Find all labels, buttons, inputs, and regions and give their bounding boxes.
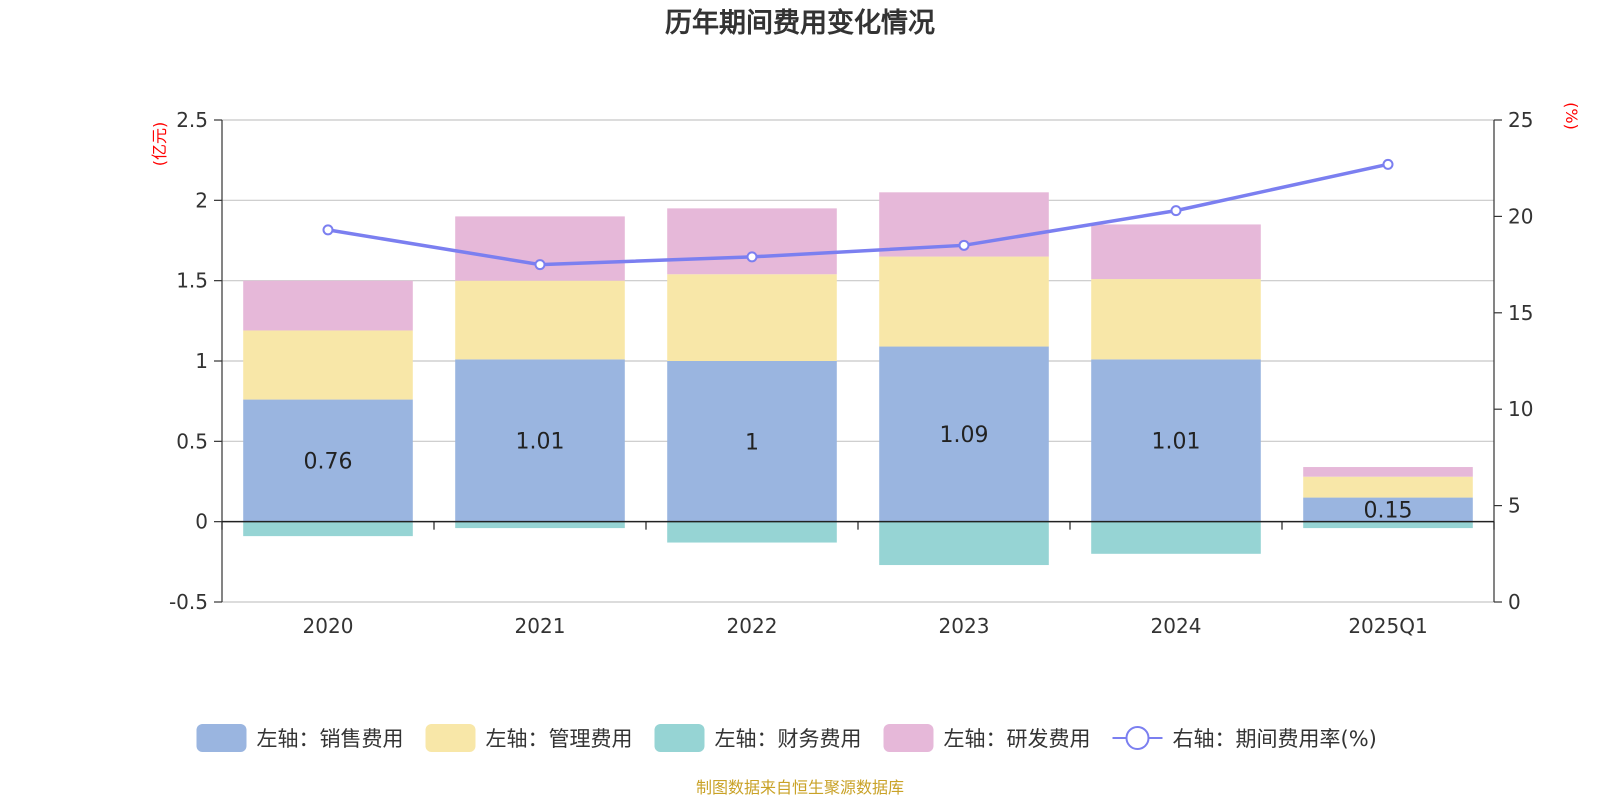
legend-label: 左轴：研发费用 <box>944 727 1091 751</box>
left-tick-label: 0 <box>195 510 208 534</box>
rate-line <box>322 158 1394 271</box>
line-point <box>746 251 758 263</box>
chart-title: 历年期间费用变化情况 <box>665 7 935 39</box>
bar-左轴：财务费用 <box>1303 521 1473 529</box>
right-tick-label: 20 <box>1508 204 1533 228</box>
data-label: 1.01 <box>1152 430 1201 455</box>
data-label: 0.15 <box>1364 499 1413 524</box>
x-tick-label: 2021 <box>515 614 566 638</box>
legend: 左轴：销售费用 左轴：管理费用 左轴：财务费用 左轴：研发费用 右轴：期间费用率(%) <box>196 724 1377 752</box>
bar-左轴：财务费用 <box>1091 521 1261 554</box>
line-point <box>1382 158 1394 170</box>
legend-label: 右轴：期间费用率(%) <box>1173 727 1377 751</box>
line-point <box>1170 205 1182 217</box>
bar-左轴：研发费用 <box>243 280 413 331</box>
gridlines <box>222 119 1494 603</box>
right-tick-label: 0 <box>1508 590 1521 614</box>
bar-左轴：销售费用 <box>1091 359 1261 522</box>
legend-label: 左轴：管理费用 <box>486 727 633 751</box>
right-axis-unit: (%) <box>1562 102 1581 130</box>
left-tick-label: 1.5 <box>176 269 208 293</box>
x-tick-label: 2024 <box>1151 614 1202 638</box>
line-point <box>534 259 546 271</box>
right-tick-label: 15 <box>1508 301 1533 325</box>
legend-marker <box>1125 726 1150 750</box>
bar-左轴：财务费用 <box>243 521 413 537</box>
left-tick-label: 2 <box>195 188 208 212</box>
legend-swatch <box>883 724 934 752</box>
x-tick-label: 2022 <box>727 614 778 638</box>
data-label: 1.09 <box>940 423 989 448</box>
line-point <box>958 239 970 251</box>
bar-左轴：销售费用 <box>243 399 413 522</box>
line-point <box>322 224 334 236</box>
bar-左轴：管理费用 <box>667 274 837 361</box>
left-tick-label: 2.5 <box>176 108 208 132</box>
legend-swatch <box>654 724 705 752</box>
bar-左轴：财务费用 <box>667 521 837 543</box>
data-label: 1 <box>745 430 759 455</box>
bar-左轴：财务费用 <box>879 521 1049 566</box>
legend-swatch <box>425 724 476 752</box>
left-axis-unit: (亿元) <box>150 122 169 167</box>
x-tick-label: 2025Q1 <box>1348 614 1427 638</box>
source-note: 制图数据来自恒生聚源数据库 <box>696 778 904 797</box>
x-tick-label: 2023 <box>939 614 990 638</box>
bar-左轴：研发费用 <box>1303 467 1473 477</box>
bars <box>243 192 1473 566</box>
bar-左轴：财务费用 <box>455 521 625 529</box>
right-tick-label: 25 <box>1508 108 1533 132</box>
bar-左轴：管理费用 <box>455 280 625 360</box>
data-labels: 0.76 1.01 1 1.09 1.01 0.15 <box>304 423 1413 524</box>
line-series <box>327 162 1389 267</box>
left-tick-label: 0.5 <box>176 429 208 453</box>
legend-label: 左轴：财务费用 <box>715 727 862 751</box>
legend-label: 左轴：销售费用 <box>257 727 404 751</box>
left-tick-label: 1 <box>195 349 208 373</box>
right-tick-label: 10 <box>1508 397 1533 421</box>
bar-左轴：研发费用 <box>667 208 837 275</box>
left-tick-label: -0.5 <box>169 590 208 614</box>
bar-左轴：管理费用 <box>1091 279 1261 360</box>
data-label: 1.01 <box>516 430 565 455</box>
bar-左轴：销售费用 <box>455 359 625 522</box>
bar-左轴：销售费用 <box>879 346 1049 522</box>
bar-左轴：销售费用 <box>667 361 837 522</box>
bar-左轴：研发费用 <box>455 216 625 281</box>
legend-swatch <box>196 724 247 752</box>
right-tick-label: 5 <box>1508 494 1521 518</box>
data-label: 0.76 <box>304 450 353 475</box>
bar-左轴：管理费用 <box>879 256 1049 347</box>
bar-左轴：研发费用 <box>1091 224 1261 280</box>
axes: -0.5 0 0.5 1 1.5 2 2.5 0 5 10 15 20 25 2020 2021 2022 20… <box>169 108 1533 638</box>
bar-左轴：管理费用 <box>243 330 413 400</box>
bar-左轴：管理费用 <box>1303 476 1473 498</box>
bar-左轴：销售费用 <box>1303 497 1473 522</box>
x-tick-label: 2020 <box>303 614 354 638</box>
